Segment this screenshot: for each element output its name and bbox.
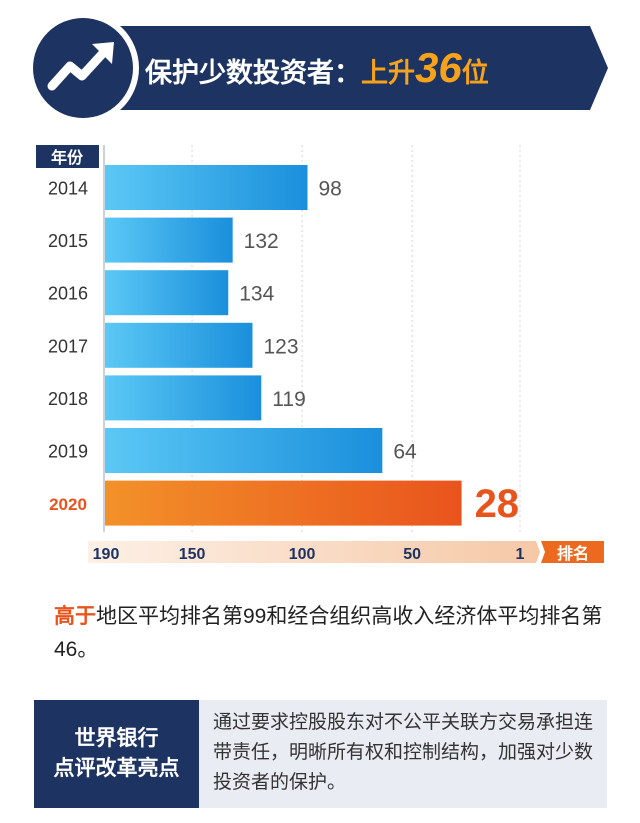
x-tick-label: 150 bbox=[179, 546, 206, 563]
value-label: 64 bbox=[393, 441, 417, 464]
value-label: 132 bbox=[244, 230, 279, 253]
bar-2020 bbox=[105, 480, 462, 526]
year-header: 年份 bbox=[51, 148, 84, 167]
ranking-bar-chart: 年份 2014 98 2015 132 2016 134 2017 123 2018 119 201… bbox=[36, 145, 604, 563]
year-label: 2020 bbox=[49, 495, 87, 514]
year-label: 2019 bbox=[48, 442, 88, 462]
bar-2016 bbox=[105, 270, 229, 316]
year-label: 2014 bbox=[48, 179, 88, 199]
bar-2015 bbox=[105, 217, 233, 263]
x-tick-label: 1 bbox=[516, 546, 525, 563]
trend-up-icon bbox=[47, 42, 114, 91]
reform-text: 通过要求控股股东对不公平关联方交易承担连带责任，明晰所有权和控制结构，加强对少数… bbox=[213, 712, 594, 793]
year-label: 2016 bbox=[48, 284, 88, 304]
value-label: 134 bbox=[239, 283, 274, 306]
page-title: 保护少数投资者：上升36位 bbox=[145, 44, 489, 91]
x-tick-label: 50 bbox=[403, 546, 421, 563]
year-label: 2018 bbox=[48, 389, 88, 409]
bar-2017 bbox=[105, 322, 253, 368]
year-header-bg bbox=[36, 145, 99, 168]
x-axis-band bbox=[88, 541, 540, 563]
summary-text: 高于地区平均排名第99和经合组织高收入经济体平均排名第46。 bbox=[54, 605, 603, 661]
rank-label-bg bbox=[541, 541, 604, 563]
value-label: 119 bbox=[272, 388, 305, 411]
bar-2014 bbox=[105, 165, 308, 210]
x-tick-label: 100 bbox=[289, 546, 316, 563]
bar-2018 bbox=[105, 375, 262, 421]
reform-label: 世界银行 点评改革亮点 bbox=[34, 700, 199, 808]
bar-2019 bbox=[105, 428, 383, 473]
value-label: 28 bbox=[475, 482, 519, 526]
reform-box: 通过要求控股股东对不公平关联方交易承担连带责任，明晰所有权和控制结构，加强对少数… bbox=[199, 700, 607, 808]
year-label: 2015 bbox=[48, 231, 88, 251]
value-label: 123 bbox=[263, 335, 298, 358]
reform-label-line2: 点评改革亮点 bbox=[53, 757, 180, 780]
title-banner bbox=[0, 0, 640, 140]
reform-label-line1: 世界银行 bbox=[74, 727, 159, 750]
value-label: 98 bbox=[318, 178, 341, 201]
year-label: 2017 bbox=[48, 336, 88, 356]
x-tick-label: 190 bbox=[93, 546, 120, 563]
x-axis-label: 排名 bbox=[557, 544, 589, 563]
